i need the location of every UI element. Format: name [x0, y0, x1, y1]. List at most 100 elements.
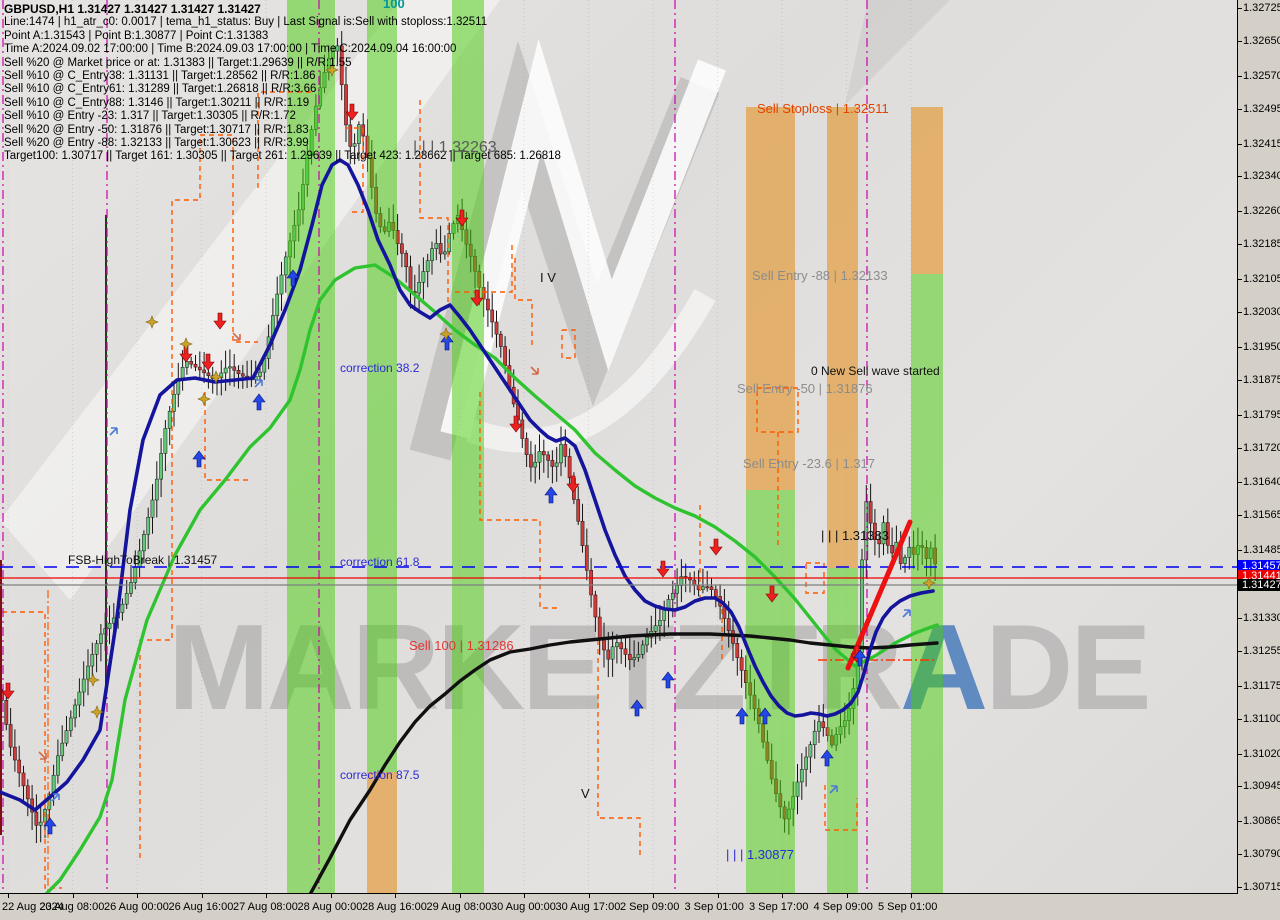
stop-level-dashed-path [805, 562, 825, 594]
indicator-info-line: Sell %20 @ Entry -88: 1.32133 || Target:… [4, 137, 309, 150]
chart-annotation-label: 0 New Sell wave started [811, 364, 940, 378]
buy-signal-arrow-icon [735, 707, 749, 725]
candle-body [567, 456, 572, 479]
buy-signal-arrow-icon [440, 333, 454, 351]
candle-body [653, 625, 658, 632]
candle-body [223, 367, 228, 374]
time-axis[interactable]: 22 Aug 2024 23 Aug 08:00 26 Aug 00:00 26 Au… [0, 894, 1280, 920]
buy-signal-arrow-icon [853, 649, 867, 667]
price-axis-label: 1.32340 [1243, 170, 1280, 183]
candle-body [486, 298, 490, 311]
chart-annotation-label: Sell Entry -50 | 1.31876 [737, 381, 873, 396]
candle-body [713, 589, 718, 597]
star-marker-icon [90, 705, 104, 719]
hollow-down-arrow-icon [232, 332, 241, 341]
price-axis-label: 1.31640 [1243, 476, 1280, 489]
candle-body [670, 592, 675, 600]
chart-annotation-label: I V [540, 270, 556, 285]
price-axis-tick [1238, 8, 1242, 9]
time-axis-label: 5 Sep 01:00 [878, 901, 938, 913]
price-axis-tick [1238, 482, 1242, 484]
candle-body [34, 811, 39, 826]
stop-level-dashed-path [139, 134, 258, 858]
price-axis-label: 1.31795 [1243, 408, 1280, 421]
chart-annotation-label: Sell Stoploss | 1.32511 [757, 101, 889, 116]
candle-body [507, 365, 512, 388]
candle-body [228, 366, 232, 369]
candle-body [580, 520, 585, 546]
sell-signal-arrow-icon [709, 538, 723, 556]
candle-body [597, 616, 602, 639]
indicator-info-line: Sell %10 @ C_Entry61: 1.31289 || Target:… [4, 83, 317, 96]
sell-signal-arrow-icon [656, 560, 670, 578]
price-axis-tick [1238, 244, 1242, 246]
candle-body [60, 742, 65, 757]
stop-level-dashed-path [824, 785, 858, 831]
candle-body [21, 772, 26, 787]
candle-body [258, 371, 262, 377]
candle-body [443, 251, 447, 255]
indicator-info-line: Line:1474 | h1_atr_c0: 0.0017 | tema_h1_… [4, 16, 488, 29]
ma-black-line [308, 632, 939, 893]
chart-annotation-label: FSB-HighToBreak | 1.31457 [68, 553, 218, 567]
price-axis-tick [1238, 753, 1242, 755]
candle-body [885, 522, 890, 546]
candle-body [804, 756, 808, 770]
candle-body [129, 582, 133, 594]
price-axis-tick [1238, 550, 1242, 552]
chart-canvas[interactable] [0, 0, 1237, 893]
sell-signal-arrow-icon [179, 345, 193, 363]
indicator-info-line: Time A:2024.09.02 17:00:00 | Time B:2024… [4, 43, 457, 56]
candle-body [236, 370, 241, 374]
sell-signal-arrow-icon [765, 585, 779, 603]
candle-body [868, 501, 873, 524]
candle-body [662, 609, 667, 621]
price-axis-label: 1.32570 [1243, 69, 1280, 82]
chart-annotation-label: V [581, 786, 590, 801]
price-tag-blue: 1.31457 [1238, 560, 1280, 572]
chart-annotation-label: correction 87.5 [340, 768, 420, 782]
time-axis-label: 4 Sep 09:00 [813, 901, 873, 913]
price-axis-tick [1238, 379, 1242, 381]
candle-body [17, 759, 22, 774]
buy-signal-arrow-icon [758, 707, 772, 725]
price-axis-label: 1.31100 [1243, 712, 1280, 725]
price-axis-label: 1.30790 [1243, 848, 1280, 861]
stop-level-dashed-path [204, 392, 248, 481]
time-axis-tick [524, 894, 525, 898]
price-axis-label: 1.32415 [1243, 137, 1280, 150]
candle-body [421, 271, 426, 283]
stop-level-dashed-path [561, 329, 576, 359]
candle-body [503, 346, 507, 366]
trend-line[interactable] [845, 519, 913, 671]
price-axis-tick [1238, 786, 1242, 788]
time-axis-label: 30 Aug 00:00 [491, 901, 556, 913]
stop-level-dashed-path [345, 127, 364, 213]
chart-plot-area[interactable]: MARKETZTRADE GBPUSD,H1 1.31427 1.31427 1… [0, 0, 1238, 894]
indicator-info-line: Sell %20 @ Entry -50: 1.31876 || Target:… [4, 123, 309, 136]
buy-signal-arrow-icon [544, 486, 558, 504]
time-axis-tick [72, 894, 74, 898]
candle-body [533, 461, 538, 468]
price-axis-tick [1238, 40, 1242, 42]
candle-body [150, 499, 155, 518]
star-marker-icon [86, 673, 100, 687]
time-axis-label: 30 Aug 17:00 [555, 901, 621, 913]
star-marker-icon [209, 370, 223, 384]
candle-body [352, 143, 357, 147]
buy-signal-arrow-icon [252, 393, 266, 411]
candle-body [546, 454, 550, 461]
price-axis[interactable]: 1.32725 1.32650 1.32570 1.32495 1.32415 1.323… [1238, 0, 1280, 893]
price-axis-label: 1.31330 [1243, 612, 1280, 625]
star-marker-icon [179, 337, 193, 351]
candle-body [133, 567, 138, 583]
price-axis-tick [1238, 279, 1242, 281]
price-axis-tick [1238, 447, 1242, 449]
candle-body [344, 84, 348, 126]
candle-body [438, 243, 443, 255]
candle-body [219, 372, 224, 379]
time-axis-label: 28 Aug 16:00 [362, 901, 427, 913]
candle-body [434, 243, 439, 249]
sell-zone-band [911, 107, 943, 274]
candle-body [167, 411, 172, 429]
